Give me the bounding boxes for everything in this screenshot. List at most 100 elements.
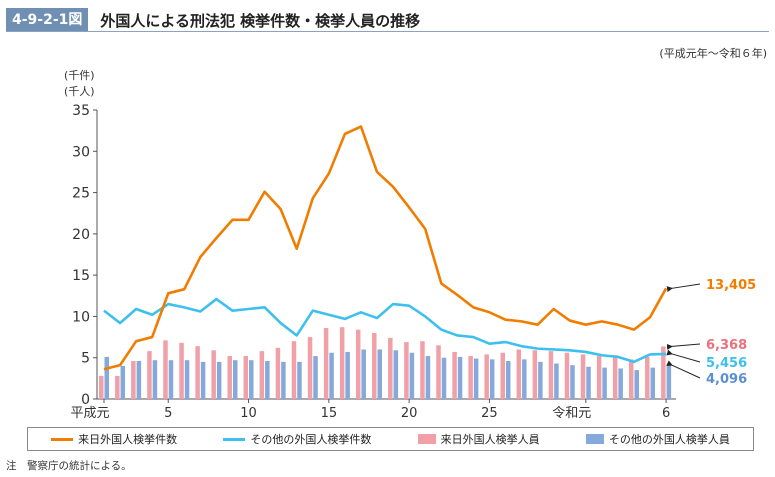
bar-rainichi-persons xyxy=(468,356,473,399)
bar-other-persons xyxy=(168,360,174,399)
bar-other-persons xyxy=(361,349,366,399)
bar-rainichi-persons xyxy=(307,337,313,399)
x-tick-label: 6 xyxy=(662,406,670,421)
unit-persons: (千人) xyxy=(64,85,95,98)
x-tick-label: 5 xyxy=(164,406,172,421)
bar-rainichi-persons xyxy=(147,351,152,399)
header-divider xyxy=(6,31,769,32)
bar-rainichi-persons xyxy=(163,340,168,399)
x-tick-label: 平成元 xyxy=(70,406,109,421)
annotation-arrow xyxy=(666,349,701,363)
bar-other-persons xyxy=(104,356,109,399)
bar-other-persons xyxy=(473,358,479,399)
bar-other-persons xyxy=(281,361,286,399)
bar-other-persons xyxy=(441,357,447,399)
legend-label: その他の外国人検挙人員 xyxy=(608,433,730,446)
figure-title: 外国人による刑法犯 検挙件数・検挙人員の推移 xyxy=(100,11,421,30)
bar-other-persons xyxy=(297,361,302,399)
figure-number: 4-9-2-1図 xyxy=(6,8,89,32)
annotation-arrow xyxy=(666,283,701,293)
bar-other-persons xyxy=(313,356,318,399)
bar-rainichi-persons xyxy=(339,327,345,399)
bar-rainichi-persons xyxy=(500,352,505,399)
bar-rainichi-persons xyxy=(195,346,200,399)
bar-rainichi-persons xyxy=(645,356,650,399)
bar-rainichi-persons xyxy=(227,356,232,399)
y-tick-label: 25 xyxy=(72,186,90,202)
bar-rainichi-persons xyxy=(179,342,184,399)
bar-other-persons xyxy=(538,361,543,399)
bar-other-persons xyxy=(409,352,415,399)
bar-other-persons xyxy=(249,360,254,399)
end-value-label: 13,405 xyxy=(706,278,756,293)
bar-other-persons xyxy=(120,365,126,399)
legend-item-pink-bar: 来日外国人検挙人員 xyxy=(417,431,540,447)
bar-other-persons xyxy=(425,356,431,399)
line-other-cases xyxy=(103,297,667,364)
source-note: 注 警察庁の統計による。 xyxy=(6,460,132,472)
x-tick-label: 25 xyxy=(481,406,498,421)
bar-rainichi-persons xyxy=(596,356,602,399)
bar-rainichi-persons xyxy=(548,351,554,399)
bar-other-persons xyxy=(329,352,334,399)
line-rainichi-cases xyxy=(103,125,668,371)
x-tick-label: 15 xyxy=(321,406,338,421)
y-tick-label: 20 xyxy=(72,227,90,243)
bar-other-persons xyxy=(152,360,158,399)
bar-rainichi-persons xyxy=(291,341,297,399)
bar-rainichi-persons xyxy=(436,345,441,399)
y-tick-label: 10 xyxy=(72,309,90,325)
bar-rainichi-persons xyxy=(580,354,586,399)
bar-rainichi-persons xyxy=(628,359,634,399)
bar-rainichi-persons xyxy=(259,351,265,399)
y-tick-label: 35 xyxy=(72,103,90,119)
bar-other-persons xyxy=(554,363,559,399)
bar-other-persons xyxy=(618,368,623,399)
bar-rainichi-persons xyxy=(275,347,281,399)
bar-rainichi-persons xyxy=(388,337,393,399)
bar-rainichi-persons xyxy=(452,351,457,399)
end-value-label: 6,368 xyxy=(706,338,747,353)
annotation-arrow xyxy=(666,343,701,350)
bar-rainichi-persons xyxy=(516,349,522,399)
bar-rainichi-persons xyxy=(532,350,538,399)
x-tick-label: 10 xyxy=(240,406,257,421)
annotation-arrow xyxy=(666,360,701,379)
bar-other-persons xyxy=(522,359,527,399)
bar-rainichi-persons xyxy=(420,341,425,399)
bar-other-persons xyxy=(634,370,639,399)
bar-other-persons xyxy=(216,361,222,399)
end-value-label: 5,456 xyxy=(706,356,747,371)
bar-other-persons xyxy=(184,360,190,399)
legend-item-blue-bar: その他の外国人検挙人員 xyxy=(585,431,730,447)
period-label: (平成元年～令和６年) xyxy=(659,47,767,60)
bar-other-persons xyxy=(602,367,607,399)
bar-other-persons xyxy=(570,365,575,399)
end-value-label: 4,096 xyxy=(706,372,747,387)
unit-cases: (千件) xyxy=(64,69,95,82)
bar-rainichi-persons xyxy=(372,332,377,399)
bar-rainichi-persons xyxy=(323,327,329,399)
bar-rainichi-persons xyxy=(612,355,618,399)
bar-other-persons xyxy=(377,349,383,399)
legend-item-orange-line: 来日外国人検挙件数 xyxy=(51,431,177,447)
bar-other-persons xyxy=(200,361,206,399)
legend-swatch xyxy=(51,437,74,441)
bar-rainichi-persons xyxy=(564,352,570,399)
bar-other-persons xyxy=(457,356,463,399)
legend-swatch xyxy=(223,437,246,441)
bar-rainichi-persons xyxy=(131,361,136,399)
bar-other-persons xyxy=(136,361,142,399)
bar-rainichi-persons xyxy=(243,356,249,399)
bar-other-persons xyxy=(489,359,495,399)
bar-rainichi-persons xyxy=(661,346,666,399)
legend-swatch xyxy=(585,434,604,444)
bar-rainichi-persons xyxy=(99,375,104,399)
y-tick-label: 30 xyxy=(72,144,90,160)
bar-rainichi-persons xyxy=(355,329,361,399)
bar-rainichi-persons xyxy=(484,354,489,399)
legend: 来日外国人検挙件数 その他の外国人検挙件数 来日外国人検挙人員 その他の外国人検… xyxy=(27,427,754,451)
legend-label: 来日外国人検挙人員 xyxy=(440,433,540,446)
